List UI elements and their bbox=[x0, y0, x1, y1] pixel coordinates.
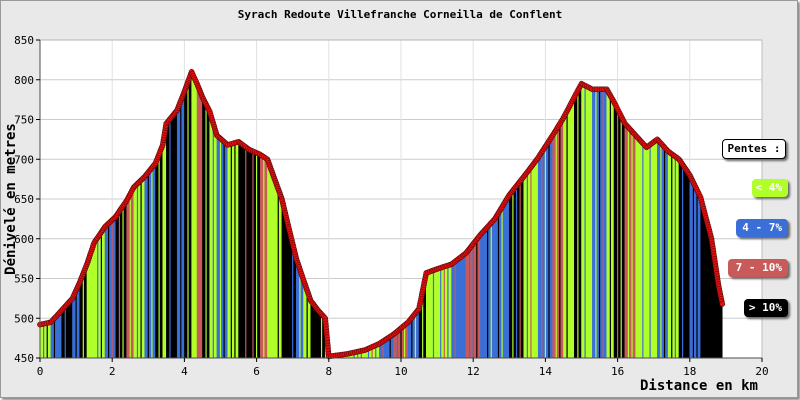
x-tick-label: 0 bbox=[37, 365, 44, 378]
x-tick-label: 2 bbox=[109, 365, 116, 378]
slope-segment bbox=[115, 199, 127, 359]
legend-item: < 4% bbox=[752, 179, 788, 197]
y-tick-label: 600 bbox=[14, 233, 34, 246]
slope-segment bbox=[678, 158, 691, 359]
slope-segment bbox=[552, 117, 564, 359]
slope-segment bbox=[216, 134, 228, 359]
x-tick-label: 4 bbox=[181, 365, 188, 378]
slope-segment bbox=[93, 226, 106, 359]
x-axis-label: Distance en km bbox=[640, 378, 758, 394]
legend-title: Pentes : bbox=[722, 139, 786, 159]
slope-segment bbox=[39, 321, 52, 359]
y-tick-label: 500 bbox=[14, 312, 34, 325]
x-tick-label: 14 bbox=[539, 365, 553, 378]
profile-point bbox=[719, 301, 726, 307]
y-tick-label: 750 bbox=[14, 114, 34, 127]
y-tick-label: 700 bbox=[14, 153, 34, 166]
tick-labels: 0 2 4 6 8 10 12 14 16 18 20 450 500 550 600 650 700 750 80… bbox=[14, 34, 769, 378]
x-tick-label: 10 bbox=[394, 365, 407, 378]
slope-segment bbox=[249, 149, 261, 359]
slope-segment bbox=[104, 215, 117, 359]
slope-segment bbox=[689, 175, 701, 359]
slope-segment bbox=[667, 150, 680, 359]
slope-segment bbox=[624, 122, 636, 359]
x-tick-label: 6 bbox=[253, 365, 260, 378]
y-tick-label: 650 bbox=[14, 193, 34, 206]
slope-segment bbox=[426, 268, 438, 359]
slope-segment bbox=[613, 101, 626, 359]
x-tick-label: 20 bbox=[755, 365, 768, 378]
y-tick-label: 850 bbox=[14, 34, 34, 47]
chart-title: Syrach Redoute Villefranche Corneilla de… bbox=[238, 8, 563, 21]
slope-segment bbox=[196, 83, 203, 359]
y-tick-label: 550 bbox=[14, 273, 34, 286]
slope-segment bbox=[635, 134, 647, 359]
y-axis-label: Dénivelé en metres bbox=[3, 123, 19, 275]
y-tick-label: 800 bbox=[14, 74, 34, 87]
slope-segment bbox=[133, 176, 145, 359]
slope-segment bbox=[238, 141, 250, 359]
x-tick-label: 16 bbox=[611, 365, 624, 378]
x-tick-label: 12 bbox=[467, 365, 480, 378]
profile-points bbox=[37, 68, 726, 360]
x-tick-label: 8 bbox=[325, 365, 332, 378]
slope-segment bbox=[563, 97, 575, 359]
legend-item: 7 - 10% bbox=[728, 259, 788, 277]
legend-item: > 10% bbox=[744, 299, 788, 317]
profile-area bbox=[39, 71, 723, 359]
slope-segment bbox=[581, 83, 593, 359]
slope-segment bbox=[166, 109, 178, 359]
slope-segment bbox=[162, 123, 167, 359]
x-tick-label: 18 bbox=[683, 365, 696, 378]
slope-segment bbox=[144, 162, 156, 359]
slope-segment bbox=[657, 138, 669, 359]
legend-item: 4 - 7% bbox=[736, 219, 788, 237]
y-tick-label: 450 bbox=[14, 352, 34, 365]
slope-segment bbox=[646, 138, 658, 359]
slope-segment bbox=[191, 71, 198, 359]
slope-segment bbox=[227, 141, 239, 359]
